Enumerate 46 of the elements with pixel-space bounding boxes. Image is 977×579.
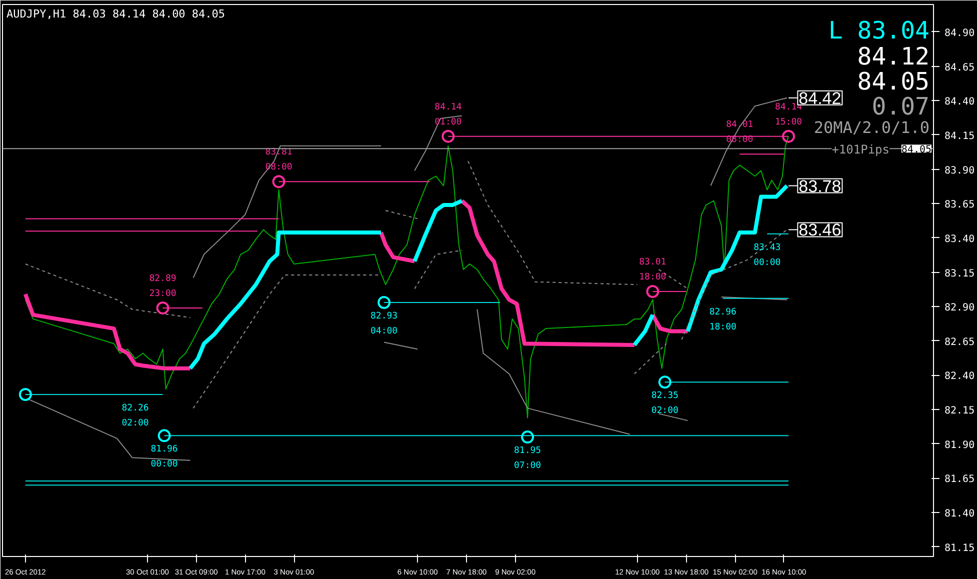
data-label: 83.78 [798, 176, 842, 196]
point [646, 284, 660, 298]
annotation: 84.14 01:00 [434, 102, 462, 128]
y-tick-label: 84.65 [944, 62, 975, 74]
y-tick-label: 81.90 [944, 440, 975, 451]
annotation: 20MA/2.0/1.0 [814, 118, 930, 137]
point [378, 296, 391, 309]
point [18, 388, 32, 401]
annotation: +101Pips [832, 142, 890, 156]
point [521, 430, 534, 444]
y-tick-label: 81.40 [944, 508, 975, 520]
annotation: 81.96 00:00 [150, 444, 178, 470]
point [782, 130, 796, 143]
point [158, 429, 171, 442]
y-tick-label: 83.90 [944, 165, 975, 176]
point [272, 175, 286, 188]
annotation: 82.96 18:00 [709, 307, 736, 332]
annotation: 82.89 23:00 [149, 274, 176, 299]
annotation: 82.93 04:00 [370, 311, 398, 336]
annotation: 81.95 07:00 [514, 446, 542, 472]
y-tick-label: 84.90 [944, 28, 975, 39]
annotation: L 83.04 [828, 16, 930, 44]
point [156, 301, 170, 314]
y-tick-label: 81.65 [944, 474, 975, 486]
annotation: 82.35 02:00 [651, 391, 678, 416]
chart-title: AUDJPY,H1 84.03 84.14 84.00 84.05 [6, 8, 226, 20]
y-tick-label: 82.90 [944, 302, 975, 314]
annotation: 82.26 02:00 [122, 403, 149, 428]
y-tick-label: 82.65 [944, 336, 975, 348]
y-tick-label: 84.15 [944, 130, 975, 142]
annotation: 83.43 00:00 [754, 242, 781, 268]
y-tick-label: 83.40 [944, 234, 975, 245]
point [442, 130, 455, 143]
annotation: 83.01 18:00 [639, 257, 666, 282]
y-tick-label: 81.15 [944, 542, 975, 554]
line-series [24, 136, 790, 418]
y-tick-label: 83.65 [944, 200, 975, 211]
annotation: 84.05 [857, 68, 930, 96]
point [658, 376, 672, 389]
y-tick-label: 82.40 [944, 371, 975, 382]
annotation: 84.12 [857, 42, 930, 70]
y-tick-label: 82.15 [944, 406, 975, 417]
data-label: 83.46 [798, 220, 842, 240]
y-tick-label: 84.40 [944, 96, 975, 108]
annotation: 0.07 [872, 92, 930, 120]
y-tick-label: 83.15 [944, 268, 975, 280]
